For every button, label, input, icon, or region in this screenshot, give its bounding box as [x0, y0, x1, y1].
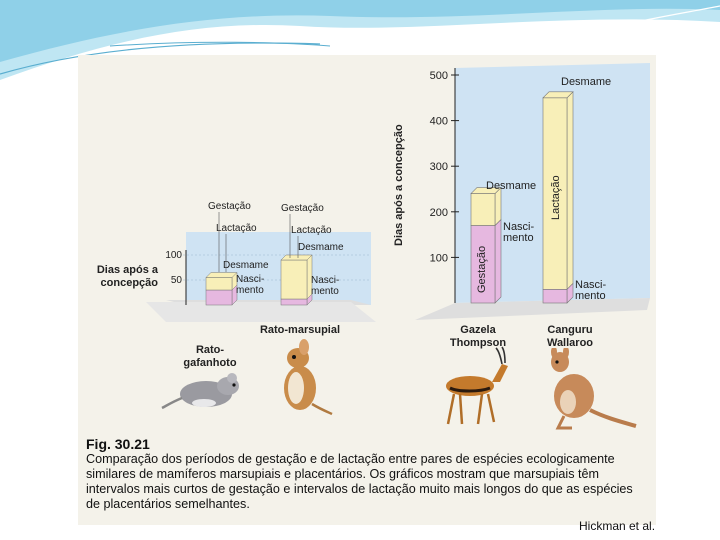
kangaroo-icon	[551, 348, 637, 430]
left-ylabel: Dias após a concepção	[96, 264, 158, 289]
right-bar-gestação	[470, 225, 496, 304]
right-annot-gestacao-1: Gestação	[476, 246, 488, 293]
figure-number: Fig. 30.21	[86, 436, 150, 452]
right-tick-label: 200	[430, 207, 448, 219]
right-annot-desmame-2: Desmame	[561, 76, 611, 88]
left-bar-gestação	[280, 298, 308, 306]
right-tick-label: 500	[430, 70, 448, 82]
right-bar-top	[542, 91, 574, 99]
left-annot-desmame-1: Desmame	[223, 260, 269, 271]
chart-gazelle-kangaroo: 100 200 300 400 500 Desmame Nasci-mento Gestaç…	[415, 63, 650, 320]
left-bar-gestação	[205, 289, 233, 306]
right-bar-side	[494, 186, 502, 227]
left-annot-gestacao-1: Gestação	[208, 201, 251, 212]
species-gazela: Gazela Thompson	[449, 324, 507, 349]
right-annot-nascimento-2: mento	[575, 290, 606, 302]
left-annot-lactacao-1: Lactação	[216, 223, 257, 234]
left-annot-nascimento-2: Nasci-	[311, 275, 339, 286]
source-credit: Hickman et al.	[579, 519, 656, 533]
grasshopper-mouse-icon	[161, 373, 239, 410]
right-bar-gestação	[542, 289, 568, 304]
right-tick-label: 400	[430, 116, 448, 128]
left-bar-top	[205, 272, 238, 278]
left-tick-label: 100	[165, 250, 182, 261]
right-bar-side	[566, 91, 574, 291]
right-annot-desmame-1: Desmame	[486, 180, 536, 192]
left-annot-lactacao-2: Lactação	[291, 225, 332, 236]
right-bar-side	[494, 218, 502, 304]
chart-rodents: 50 100 Gestação Lactação Desmame Nasci-mento…	[146, 201, 376, 322]
left-annot-gestacao-2: Gestação	[281, 203, 324, 214]
decorative-banner	[0, 0, 720, 80]
right-bar-top	[470, 187, 502, 194]
right-tick-label: 300	[430, 161, 448, 173]
left-annot-nascimento-2: mento	[311, 286, 339, 297]
species-canguru: Canguru Wallaroo	[546, 324, 594, 349]
left-bar-lactação	[205, 277, 233, 291]
left-floor-front	[146, 302, 376, 322]
left-annot-desmame-2: Desmame	[298, 242, 344, 253]
right-annot-nascimento-2: Nasci-	[575, 279, 607, 291]
left-bar-top	[280, 254, 313, 261]
left-tick-label: 50	[171, 275, 183, 286]
marsupial-mouse-icon	[284, 339, 333, 416]
species-rato-marsupial: Rato-marsupial	[259, 324, 341, 336]
right-ylabel: Dias após a concepção	[393, 124, 405, 246]
figure-caption: Comparação dos períodos de gestação e de…	[86, 452, 633, 511]
left-bar-lactação	[280, 259, 308, 300]
left-annot-nascimento-1: mento	[236, 285, 264, 296]
right-annot-nascimento-1: Nasci-	[503, 221, 535, 233]
gazelle-icon	[446, 346, 508, 425]
right-bar-lactação	[542, 97, 568, 290]
right-bar-lactação	[470, 193, 496, 226]
left-annot-nascimento-1: Nasci-	[236, 274, 264, 285]
right-tick-label: 100	[430, 252, 448, 264]
right-annot-nascimento-1: mento	[503, 232, 534, 244]
right-floor	[415, 298, 650, 320]
species-rato-gafanhoto: Rato-gafanhoto	[183, 344, 237, 369]
right-annot-lactacao-2: Lactação	[550, 175, 562, 220]
